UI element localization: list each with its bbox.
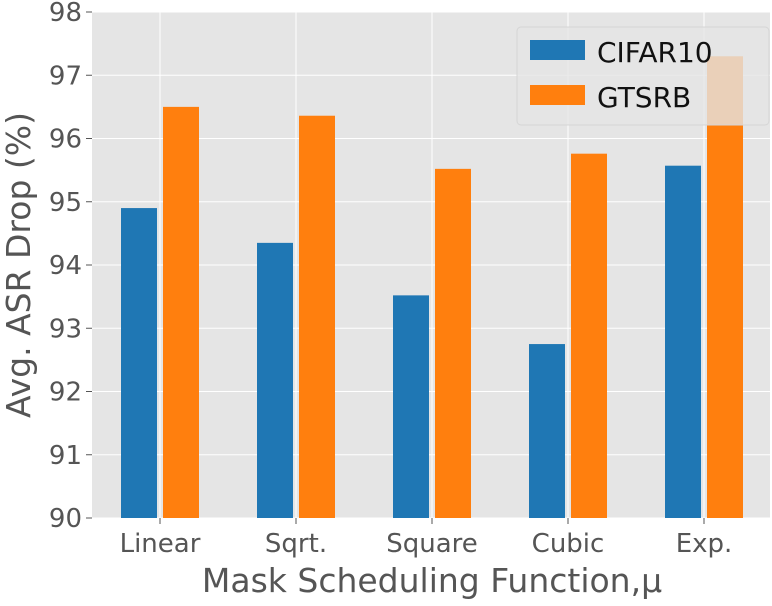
y-tick-label: 96 [49,125,82,155]
bar-gtsrb-cubic [571,153,607,518]
x-tick-label: Linear [120,529,201,559]
bar-cifar10-linear [121,208,157,518]
y-tick-label: 92 [49,378,82,408]
bar-gtsrb-linear [163,106,199,518]
y-tick-label: 93 [49,314,82,344]
legend-label-gtsrb: GTSRB [597,81,691,114]
y-tick-label: 97 [49,61,82,91]
bar-gtsrb-square [435,168,471,519]
bar-cifar10-square [393,295,429,518]
x-tick-label: Square [386,529,478,559]
bar-gtsrb-sqrt [299,115,335,518]
legend-label-cifar10: CIFAR10 [597,36,713,69]
y-tick-label: 98 [49,0,82,28]
legend: CIFAR10 GTSRB [516,26,770,126]
bar-cifar10-exp [665,165,701,518]
legend-swatch-gtsrb [530,85,585,105]
y-tick-label: 95 [49,188,82,218]
legend-swatch-cifar10 [530,40,585,60]
x-tick-label: Exp. [676,529,733,559]
bar-gtsrb-exp [707,56,743,519]
x-axis-label: Mask Scheduling Function,μ [202,561,662,600]
y-tick-label: 94 [49,251,82,281]
y-axis-label: Avg. ASR Drop (%) [0,112,38,418]
x-tick-label: Sqrt. [265,529,327,559]
y-tick-label: 91 [49,441,82,471]
bar-cifar10-cubic [529,344,565,518]
x-tick-label: Cubic [532,529,605,559]
bar-cifar10-sqrt [257,242,293,519]
y-tick-label: 90 [49,504,82,534]
